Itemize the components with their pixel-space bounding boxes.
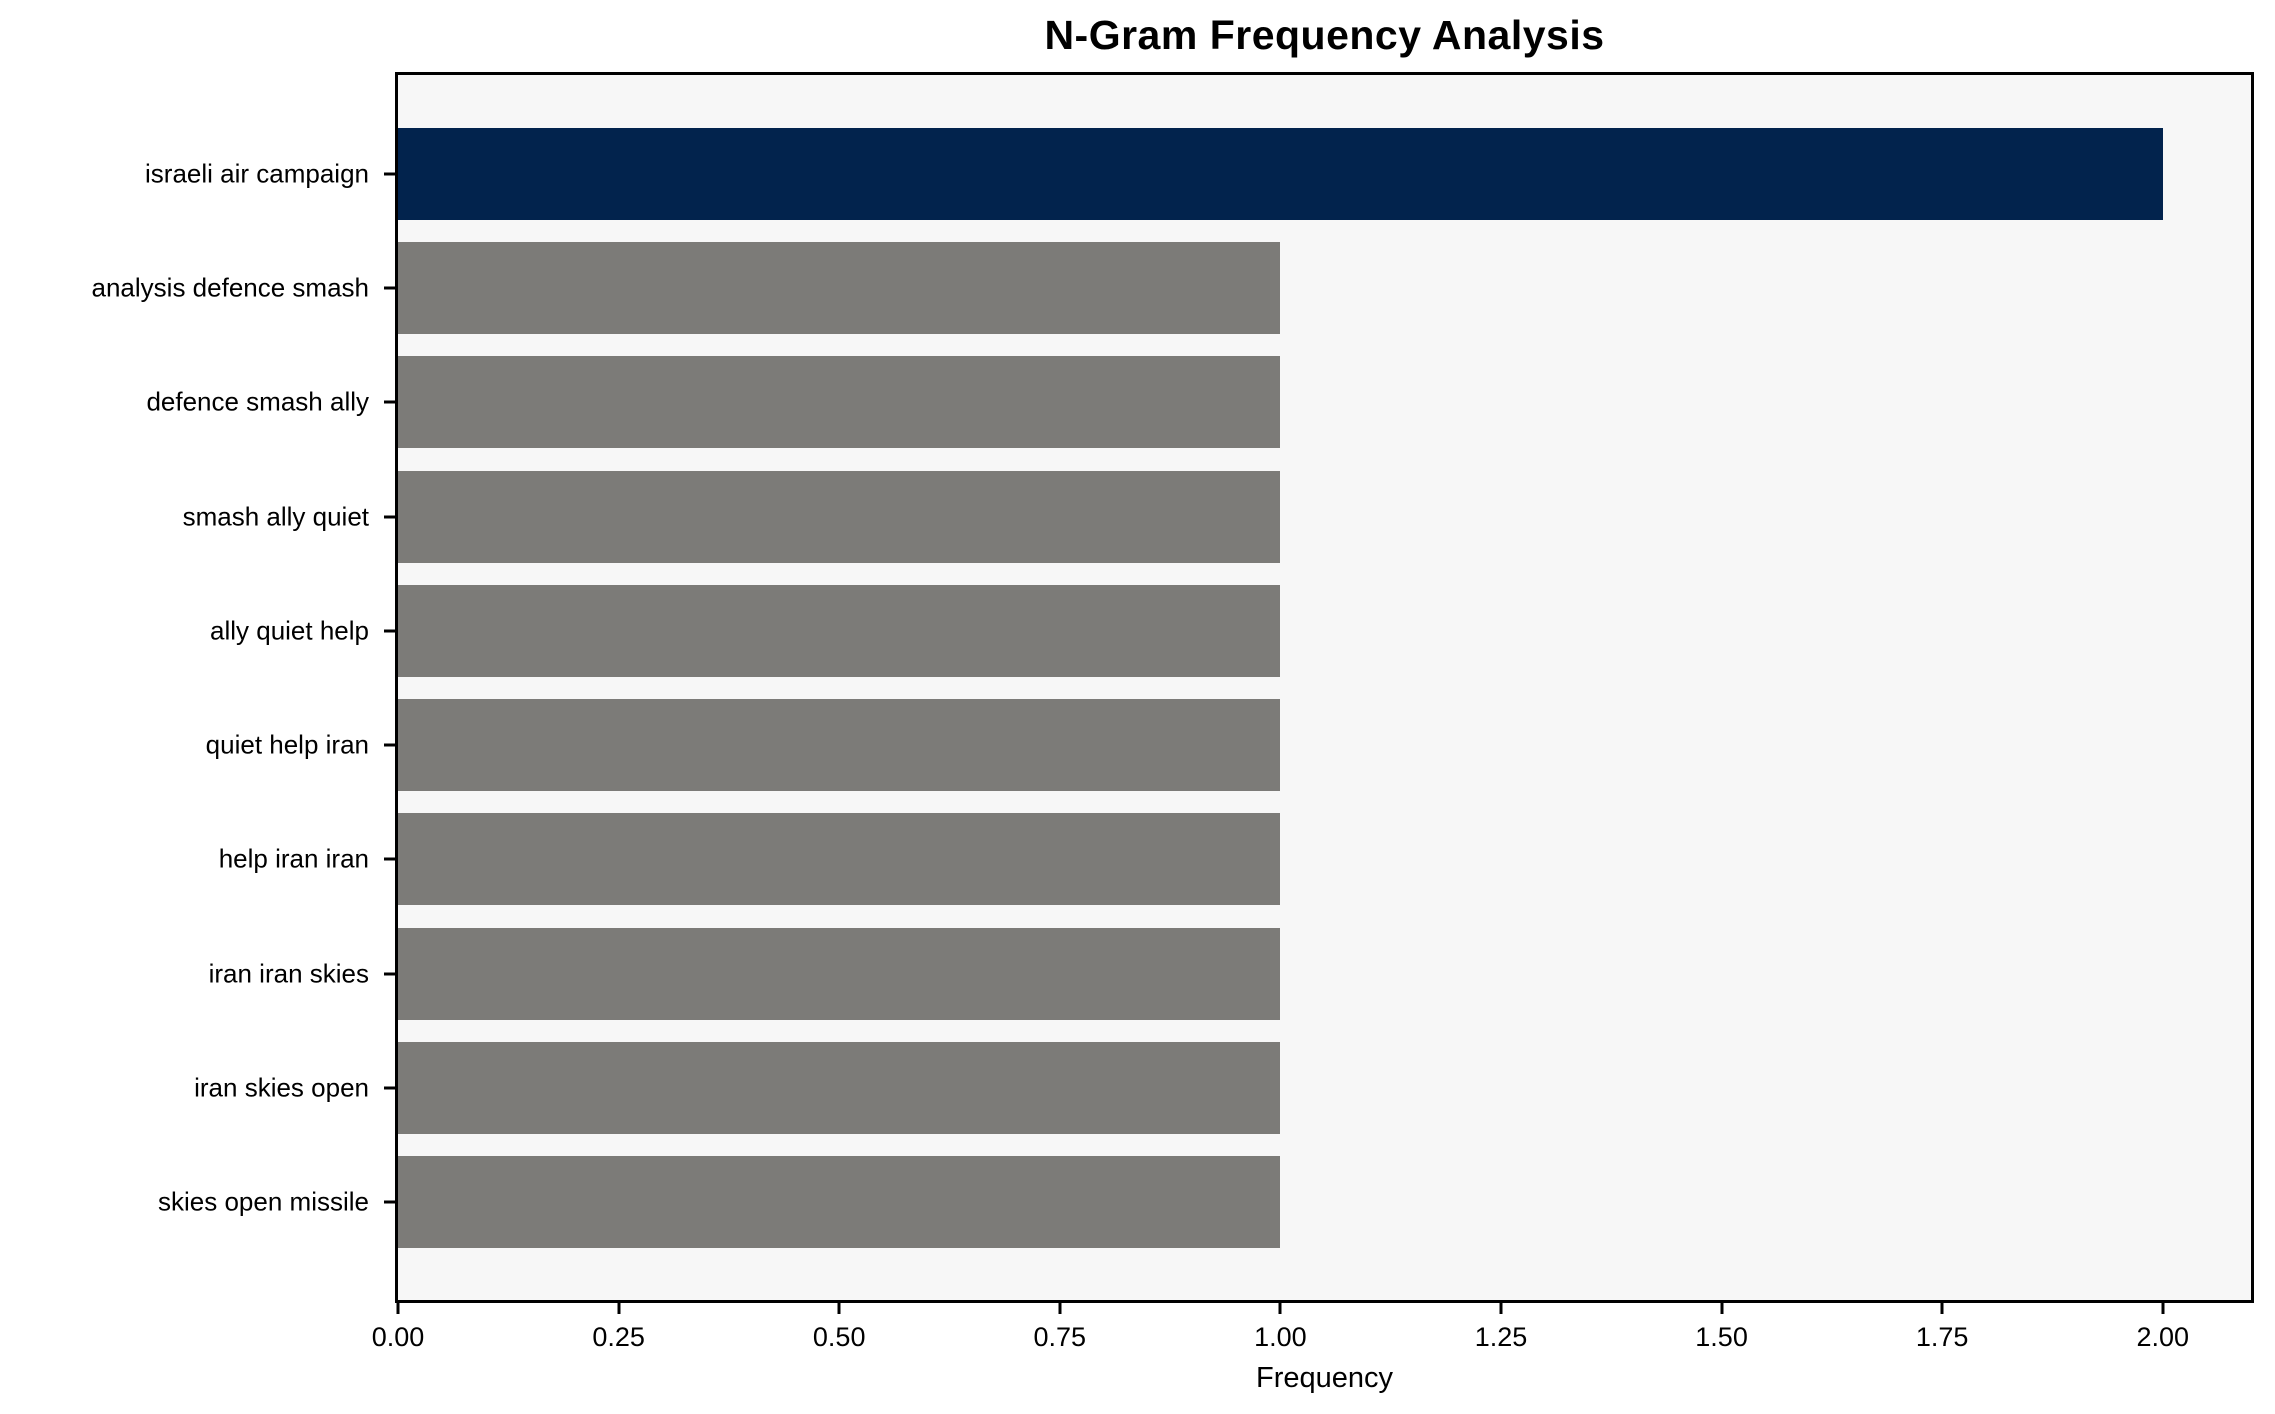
x-tick-mark <box>1720 1303 1724 1314</box>
y-tick-mark <box>384 286 395 290</box>
y-tick-label: help iran iran <box>218 843 369 874</box>
y-tick-label: quiet help iran <box>205 729 369 760</box>
y-tick-mark <box>384 1086 395 1090</box>
bars-container <box>398 75 2251 1300</box>
y-tick-mark <box>384 972 395 976</box>
y-tick-mark <box>384 400 395 404</box>
y-tick-mark <box>384 743 395 747</box>
x-tick-mark <box>396 1303 400 1314</box>
y-tick-label: israeli air campaign <box>145 158 369 189</box>
bar <box>398 356 1281 449</box>
y-tick-label: defence smash ally <box>146 386 369 417</box>
x-tick-label: 0.00 <box>371 1322 425 1352</box>
x-tick-label: 0.75 <box>1033 1322 1087 1352</box>
bar <box>398 470 1281 563</box>
bar-row <box>398 1041 2251 1134</box>
bar-row <box>398 813 2251 906</box>
x-tick-label: 1.25 <box>1474 1322 1528 1352</box>
bar <box>398 128 2163 220</box>
bar <box>398 1041 1281 1134</box>
bar-row <box>398 699 2251 792</box>
bar-row <box>398 242 2251 335</box>
bar-row <box>398 927 2251 1020</box>
plot-area: Frequency israeli air campaign analysis d… <box>92 72 2254 1394</box>
x-tick-label: 1.50 <box>1695 1322 1748 1352</box>
x-tick-mark <box>1278 1303 1282 1314</box>
x-tick-mark <box>1499 1303 1503 1314</box>
bar <box>398 927 1281 1020</box>
bar-row <box>398 470 2251 563</box>
x-tick-label: 0.25 <box>592 1322 645 1352</box>
x-tick-mark <box>1940 1303 1944 1314</box>
x-tick-mark <box>617 1303 621 1314</box>
bar-row <box>398 1155 2251 1248</box>
y-tick-label: smash ally quiet <box>182 501 369 532</box>
bar <box>398 813 1281 906</box>
x-tick-mark <box>2161 1303 2165 1314</box>
x-tick-label: 1.75 <box>1915 1322 1969 1352</box>
y-tick-label: skies open missile <box>158 1186 369 1217</box>
x-tick-mark <box>837 1303 841 1314</box>
x-axis-label: Frequency <box>1255 1362 1393 1394</box>
y-tick-mark <box>384 1200 395 1204</box>
y-tick-mark <box>384 857 395 861</box>
x-tick-label: 1.00 <box>1254 1322 1307 1352</box>
bar-row <box>398 356 2251 449</box>
y-tick-label: ally quiet help <box>210 615 369 646</box>
chart-title: N-Gram Frequency Analysis <box>1044 12 1605 58</box>
bar <box>398 1155 1281 1248</box>
y-tick-label: iran iran skies <box>208 958 369 989</box>
y-tick-label: iran skies open <box>194 1072 369 1103</box>
y-tick-label: analysis defence smash <box>91 272 369 303</box>
x-tick-label: 0.50 <box>812 1322 866 1352</box>
bar <box>398 242 1281 335</box>
y-tick-mark <box>384 515 395 519</box>
y-tick-mark <box>384 629 395 633</box>
bar <box>398 699 1281 792</box>
bar <box>398 584 1281 677</box>
x-tick-label: 2.00 <box>2136 1322 2190 1352</box>
y-tick-mark <box>384 172 395 176</box>
bar-row <box>398 128 2251 220</box>
x-tick-mark <box>1058 1303 1062 1314</box>
bar-row <box>398 584 2251 677</box>
